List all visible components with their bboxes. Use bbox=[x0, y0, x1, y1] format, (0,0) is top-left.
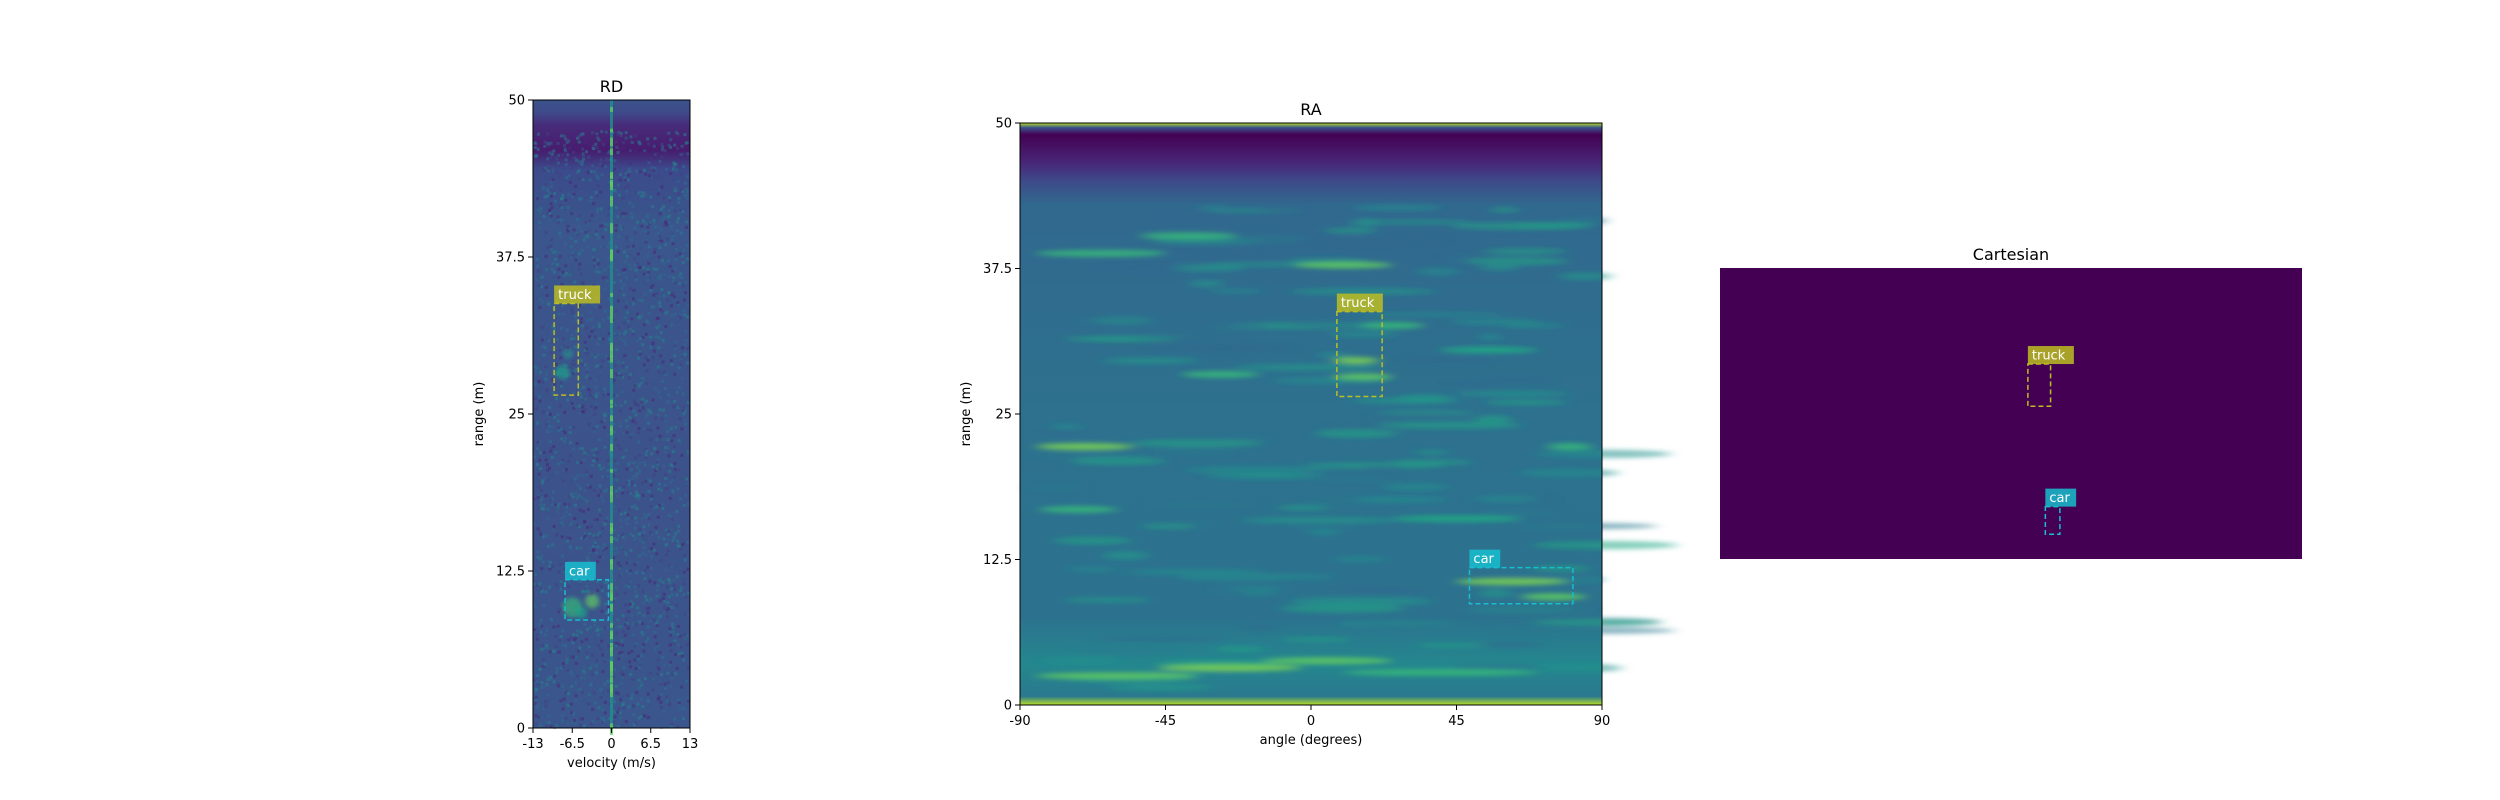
ra-title: RA bbox=[1300, 100, 1321, 119]
rd-boxes: truck car bbox=[553, 285, 610, 621]
rd-x-tick-label: 13 bbox=[682, 737, 699, 752]
rd-y-tick-label: 25 bbox=[508, 408, 525, 423]
rd-x-tick-label: 6.5 bbox=[640, 737, 661, 752]
rd-y-tick-label: 12.5 bbox=[496, 565, 525, 580]
rd-heatmap bbox=[533, 100, 690, 735]
rd-target-blob bbox=[575, 606, 588, 619]
rd-target-blob bbox=[585, 594, 600, 609]
ra-boxes: truck car bbox=[1336, 293, 1574, 605]
rd-y-tick-label: 50 bbox=[508, 94, 525, 109]
ra-x-tick-label: 45 bbox=[1448, 714, 1465, 729]
rd-zero-doppler-line bbox=[610, 100, 613, 728]
rd-target-blob bbox=[555, 365, 570, 380]
car-bounding-box bbox=[2044, 505, 2061, 536]
ra-reflection bbox=[1039, 505, 1117, 513]
ra-x-tick-label: -90 bbox=[1009, 714, 1030, 729]
truck-bounding-box bbox=[1336, 310, 1383, 398]
ra-x-axis-label: angle (degrees) bbox=[1260, 733, 1363, 748]
ra-reflection bbox=[1139, 232, 1237, 240]
rd-target-blob bbox=[563, 348, 574, 359]
rd-y-tick-label: 0 bbox=[517, 722, 525, 737]
ra-y-tick-label: 25 bbox=[995, 408, 1012, 423]
car-bounding-box bbox=[1468, 566, 1574, 605]
ra-reflection bbox=[1333, 373, 1392, 381]
car-box-label: car bbox=[569, 564, 590, 579]
ra-reflection bbox=[1181, 370, 1260, 378]
car-label-background bbox=[2045, 488, 2077, 507]
ra-y-tick-label: 37.5 bbox=[983, 262, 1012, 277]
truck-label-background bbox=[1336, 293, 1383, 312]
ra-reflection bbox=[1294, 261, 1392, 269]
ra-y-tick-label: 12.5 bbox=[983, 553, 1012, 568]
cartesian-title: Cartesian bbox=[1973, 245, 2049, 264]
truck-label-background bbox=[554, 285, 601, 304]
truck-box-label: truck bbox=[1341, 296, 1375, 311]
ra-x-tick-label: 90 bbox=[1594, 714, 1611, 729]
car-label-background bbox=[1469, 549, 1501, 568]
truck-label-background bbox=[2027, 346, 2074, 365]
ra-x-ticks: -90 -45 0 45 90 bbox=[1009, 705, 1610, 729]
ra-reflection bbox=[1262, 657, 1392, 665]
car-box-label: car bbox=[1473, 552, 1494, 567]
rd-y-axis-label: range (m) bbox=[472, 382, 487, 447]
ra-reflection bbox=[1391, 515, 1522, 523]
ra-y-axis-label: range (m) bbox=[959, 382, 974, 447]
ra-reflection bbox=[1456, 578, 1567, 586]
ra-streaks bbox=[1026, 204, 1678, 691]
ra-reflection bbox=[1036, 443, 1134, 451]
truck-box-label: truck bbox=[2032, 349, 2066, 364]
ra-panel: -90 -45 0 45 90 0 12.5 25 37.5 50 truck car RA an… bbox=[959, 100, 1678, 748]
rd-x-axis-label: velocity (m/s) bbox=[567, 756, 656, 771]
ra-heatmap bbox=[1020, 123, 1678, 705]
ra-reflection bbox=[1440, 346, 1538, 354]
ra-reflection bbox=[1547, 443, 1593, 451]
rd-noise bbox=[533, 130, 690, 729]
rd-x-tick-label: -6.5 bbox=[560, 737, 585, 752]
ra-x-tick-label: 0 bbox=[1307, 714, 1315, 729]
car-label-background bbox=[565, 561, 596, 580]
cartesian-panel: truck car Cartesian bbox=[1720, 245, 2302, 559]
rd-x-tick-label: 0 bbox=[607, 737, 615, 752]
rd-x-tick-label: -13 bbox=[522, 737, 543, 752]
rd-x-ticks: -13 -6.5 0 6.5 13 bbox=[522, 728, 698, 752]
rd-y-tick-label: 37.5 bbox=[496, 251, 525, 266]
car-box-label: car bbox=[2049, 491, 2070, 506]
ra-y-tick-label: 0 bbox=[1004, 699, 1012, 714]
ra-y-tick-label: 50 bbox=[995, 117, 1012, 132]
rd-title: RD bbox=[600, 77, 623, 96]
ra-reflection bbox=[1343, 668, 1538, 676]
ra-x-tick-label: -45 bbox=[1155, 714, 1176, 729]
car-bounding-box bbox=[564, 579, 610, 621]
ra-y-ticks: 0 12.5 25 37.5 50 bbox=[983, 117, 1020, 714]
ra-reflection bbox=[1036, 672, 1198, 680]
ra-reflection bbox=[1036, 249, 1166, 257]
ra-reflection bbox=[1521, 593, 1586, 601]
truck-box-label: truck bbox=[558, 288, 592, 303]
cartesian-image bbox=[1720, 268, 2302, 559]
ra-reflection bbox=[1333, 356, 1379, 364]
cartesian-boxes: truck car bbox=[2027, 346, 2077, 536]
ra-reflection bbox=[1359, 322, 1425, 330]
ra-reflection bbox=[1159, 664, 1302, 672]
rd-y-ticks: 0 12.5 25 37.5 50 bbox=[496, 94, 533, 737]
